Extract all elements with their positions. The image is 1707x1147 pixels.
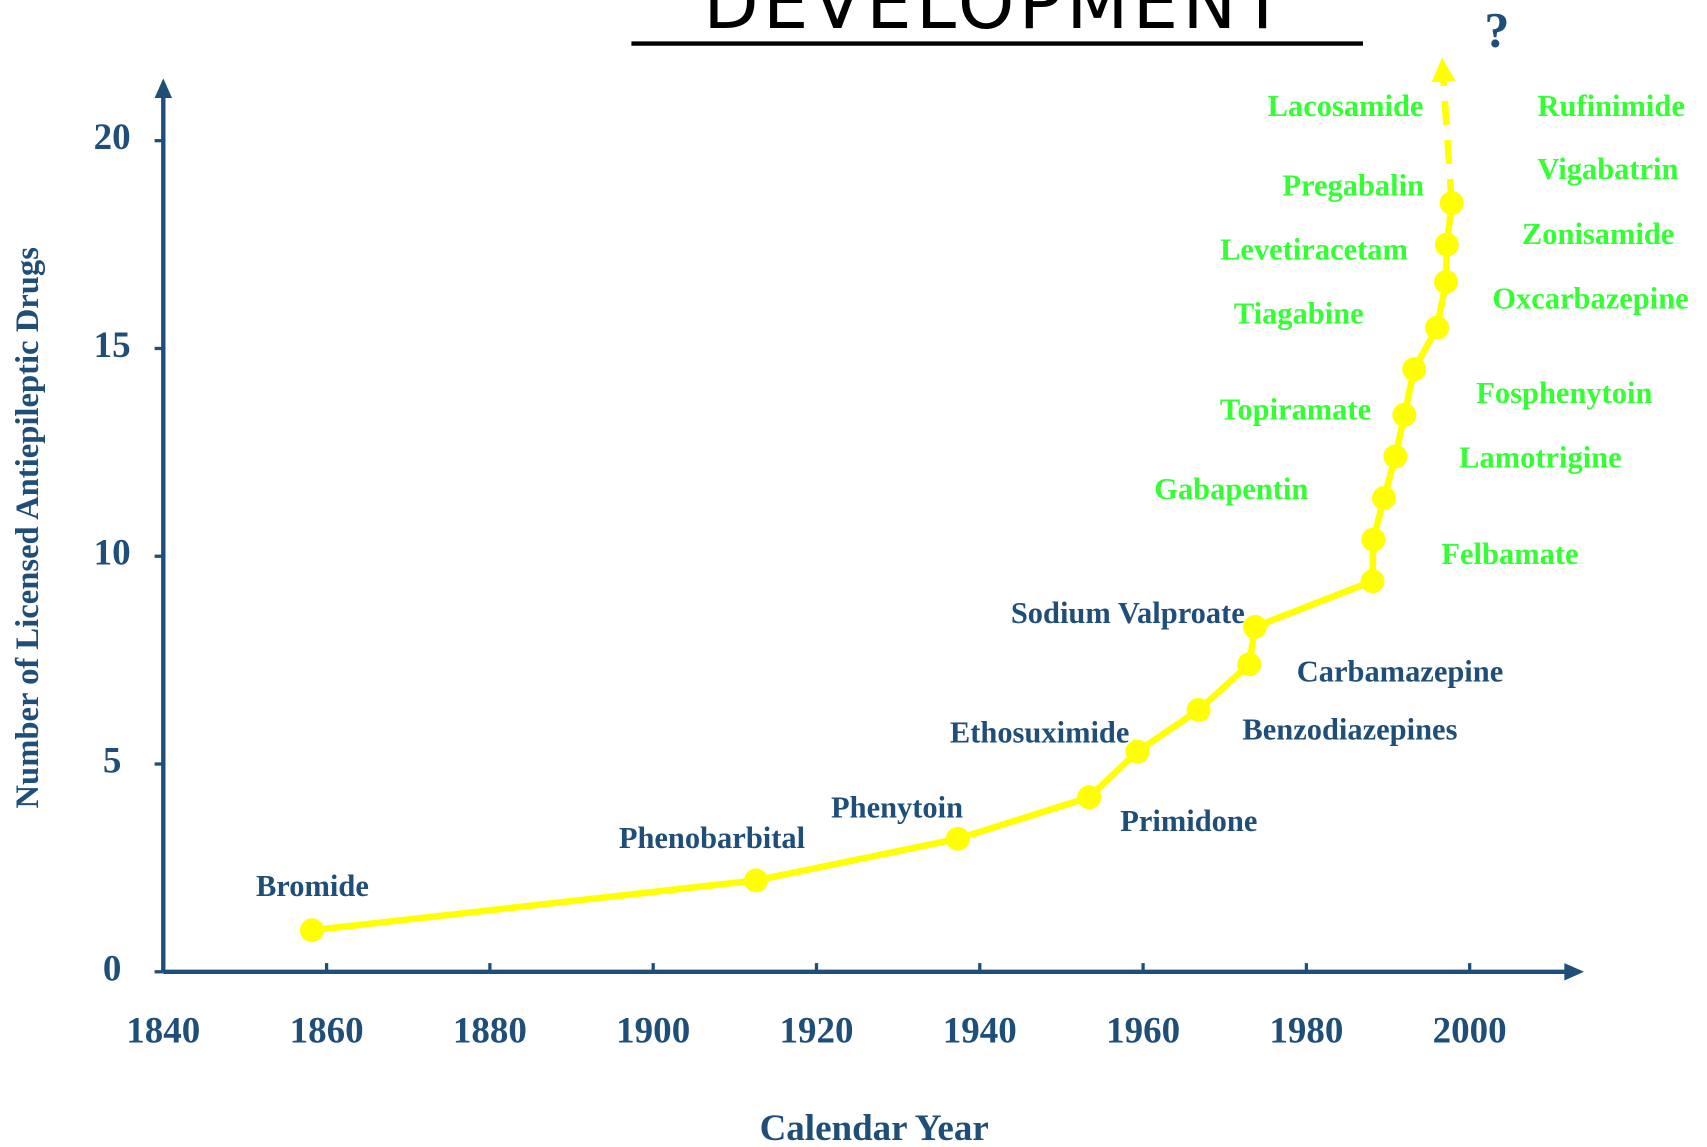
x-tick-label: 1900 [616,1010,690,1051]
data-point [299,918,324,943]
drug-label: Zonisamide [1522,217,1674,251]
data-point [1242,614,1267,639]
data-point [744,868,769,893]
y-tick-label: 0 [103,948,122,989]
drug-label: Pregabalin [1282,168,1424,202]
data-point [1186,698,1211,722]
y-axis-arrow [154,78,173,98]
drug-label: Fosphenytoin [1476,376,1652,410]
x-tick-label: 1980 [1269,1010,1343,1051]
drug-label: Phenobarbital [619,821,805,855]
data-point [1434,270,1458,294]
x-axis-label: Calendar Year [760,1108,989,1147]
y-tick-label: 10 [94,533,131,574]
data-point [1383,444,1408,469]
x-axis-arrow [1564,963,1584,981]
data-point [1125,739,1150,764]
drug-label: Phenytoin [831,791,963,825]
data-point [1425,315,1449,340]
data-point [1392,402,1417,427]
drug-label: Sodium Valproate [1011,596,1245,630]
data-point [1371,486,1396,511]
drug-label: Benzodiazepines [1242,712,1457,746]
x-tick-label: 1880 [453,1010,527,1051]
x-tick-label: 2000 [1433,1010,1507,1051]
data-point [1402,357,1427,382]
drug-label: Gabapentin [1154,472,1308,506]
x-tick-label: 1860 [290,1010,364,1051]
drug-label: Vigabatrin [1537,152,1678,186]
drug-label: Oxcarbazepine [1492,281,1688,315]
x-tick-label: 1920 [779,1010,853,1051]
data-point [1360,569,1385,594]
data-point [1077,785,1102,810]
data-point [945,826,970,851]
projection-label: ? [1484,1,1509,57]
x-tick-label: 1940 [943,1010,1017,1051]
data-point [1434,232,1459,257]
x-tick-label: 1840 [126,1010,200,1051]
data-point [1361,527,1386,552]
drug-label: Rufinimide [1538,89,1685,123]
data-point [1237,652,1262,677]
chart-title: DEVELOPMENT [703,0,1288,45]
drug-label: Carbamazepine [1297,655,1504,689]
projection-line [1440,81,1455,204]
drug-label: Levetiracetam [1220,232,1408,266]
drug-label: Ethosuximide [950,716,1130,750]
x-tick-label: 1960 [1106,1010,1180,1051]
drug-label: Primidone [1120,804,1257,838]
drug-label: Lamotrigine [1459,440,1622,474]
drug-label: Felbamate [1441,537,1578,571]
drug-label: Topiramate [1220,392,1371,426]
drug-label: Lacosamide [1268,89,1424,123]
drug-label: Bromide [256,869,369,903]
y-tick-label: 20 [94,117,131,158]
y-tick-label: 5 [103,741,122,782]
projection-arrowhead [1431,57,1456,83]
y-tick-label: 15 [94,325,131,366]
drug-label: Tiagabine [1234,297,1364,331]
y-axis-label: Number of Licensed Antiepileptic Drugs [10,247,46,808]
